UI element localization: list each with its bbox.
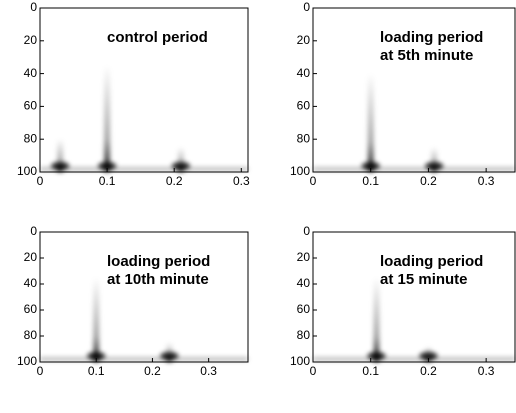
y-tick-label: 0 [30, 0, 37, 14]
y-tick-label: 40 [24, 66, 38, 80]
y-tick-label: 60 [297, 302, 311, 316]
plot-area [40, 232, 248, 362]
plot-area [313, 232, 515, 362]
peak-streak [367, 73, 374, 172]
y-tick-label: 100 [290, 164, 310, 178]
x-tick-label: 0.3 [478, 174, 495, 188]
peak-streak [57, 139, 64, 172]
panel-title: at 5th minute [380, 47, 473, 64]
baseline-band [313, 167, 515, 171]
panel-title: at 10th minute [107, 271, 209, 288]
y-tick-label: 0 [303, 224, 310, 238]
peak-core [98, 162, 117, 170]
heatmap-content [40, 277, 248, 362]
x-tick-label: 0.3 [200, 364, 217, 378]
y-tick-label: 60 [24, 99, 38, 113]
y-tick-label: 100 [290, 354, 310, 368]
panel-title: loading period [380, 29, 483, 46]
peak-streak [93, 277, 100, 362]
x-tick-label: 0.2 [166, 174, 183, 188]
axes-frame [39, 7, 249, 173]
x-tick-label: 0.1 [362, 364, 379, 378]
x-tick-label: 0.2 [420, 174, 437, 188]
x-tick-label: 0 [310, 364, 317, 378]
baseline-band [313, 357, 515, 361]
peak-streak [373, 277, 380, 362]
peak-streak [104, 65, 111, 172]
y-tick-label: 40 [297, 66, 311, 80]
y-tick-label: 80 [297, 131, 311, 145]
panel-title: control period [107, 29, 208, 46]
y-tick-label: 80 [24, 131, 38, 145]
y-tick-label: 0 [303, 0, 310, 14]
peak-streak [431, 147, 438, 172]
y-tick-label: 40 [297, 276, 311, 290]
axes-frame [39, 231, 249, 363]
heatmap-content [40, 65, 248, 172]
axes-frame [312, 231, 516, 363]
axes-frame [312, 7, 516, 173]
x-tick-label: 0.2 [144, 364, 161, 378]
y-tick-label: 0 [30, 224, 37, 238]
baseline-band [40, 357, 248, 361]
x-tick-label: 0 [310, 174, 317, 188]
x-tick-label: 0 [37, 174, 44, 188]
panel-title: loading period [107, 253, 210, 270]
y-tick-label: 20 [24, 33, 38, 47]
peak-core [51, 162, 70, 170]
peak-core [160, 352, 179, 360]
peak-streak [177, 147, 184, 172]
x-tick-label: 0 [37, 364, 44, 378]
x-tick-label: 0.3 [478, 364, 495, 378]
y-tick-label: 20 [24, 250, 38, 264]
heatmap-content [313, 73, 515, 172]
peak-core [425, 162, 444, 170]
peak-core [87, 352, 106, 360]
baseline-band [40, 167, 248, 171]
x-tick-label: 0.1 [362, 174, 379, 188]
x-tick-label: 0.1 [88, 364, 105, 378]
peak-core [361, 162, 380, 170]
y-tick-label: 20 [297, 250, 311, 264]
panel-title: loading period [380, 253, 483, 270]
y-tick-label: 100 [17, 164, 37, 178]
panel-title: at 15 minute [380, 271, 468, 288]
y-tick-label: 80 [24, 328, 38, 342]
y-tick-label: 80 [297, 328, 311, 342]
peak-core [171, 162, 190, 170]
y-tick-label: 40 [24, 276, 38, 290]
plot-area [313, 8, 515, 172]
x-tick-label: 0.3 [233, 174, 250, 188]
peak-core [367, 352, 386, 360]
heatmap-content [313, 277, 515, 362]
y-tick-label: 100 [17, 354, 37, 368]
peak-core [419, 352, 438, 360]
plot-area [40, 8, 248, 172]
x-tick-label: 0.2 [420, 364, 437, 378]
y-tick-label: 60 [24, 302, 38, 316]
x-tick-label: 0.1 [99, 174, 116, 188]
y-tick-label: 60 [297, 99, 311, 113]
y-tick-label: 20 [297, 33, 311, 47]
